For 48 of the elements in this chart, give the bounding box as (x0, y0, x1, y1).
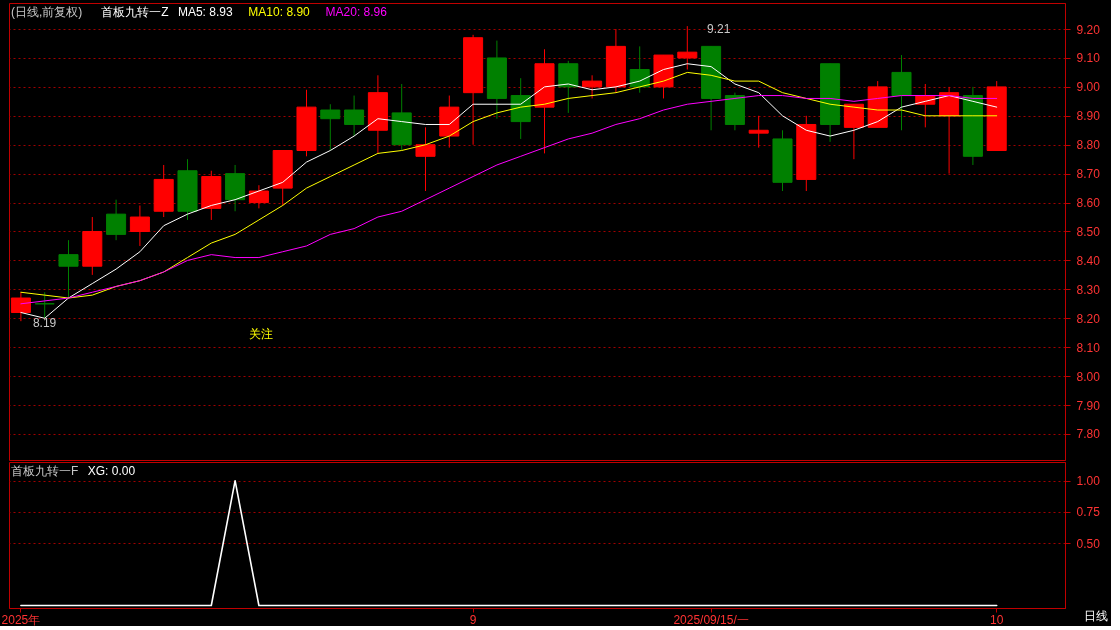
candlestick (582, 74, 603, 99)
y-tick-label: 8.70 (1076, 167, 1101, 182)
y-tick-label: 8.10 (1076, 340, 1101, 355)
y-tick-label: 8.50 (1076, 225, 1101, 239)
y-tick-label: 7.80 (1076, 427, 1101, 442)
text: MA10: 8.90 (248, 5, 311, 19)
chart-title: 首板九转一F (11, 464, 79, 478)
candlestick (248, 184, 269, 209)
annotation: 关注 (249, 327, 273, 341)
candlestick (677, 25, 698, 71)
text: MA5: 8.93 (177, 5, 233, 19)
x-tick-label: 2025/09/15/一 (673, 612, 749, 627)
y-tick-label: 8.20 (1076, 311, 1101, 326)
candlestick (106, 199, 127, 241)
y-tick-label: 9.00 (1076, 80, 1101, 95)
y-tick-label: 9.10 (1076, 51, 1101, 66)
y-tick-label: 7.90 (1076, 398, 1101, 413)
y-tick-label: 8.60 (1076, 196, 1101, 211)
y-tick-label: 8.30 (1076, 282, 1101, 297)
candlestick (843, 103, 864, 160)
y-tick-label: 8.90 (1076, 109, 1101, 124)
chart-subtitle: 首板九转一Z (101, 5, 169, 19)
candlestick (558, 60, 579, 114)
y-tick-label: 8.40 (1076, 253, 1101, 268)
candlestick (129, 204, 150, 247)
candlestick (58, 239, 79, 299)
y-tick-label: 0.50 (1076, 536, 1101, 551)
y-tick-label: 0.75 (1076, 505, 1101, 520)
y-tick-label: 1.00 (1076, 474, 1101, 489)
candlestick (891, 54, 912, 131)
text: 日线 (1084, 609, 1108, 623)
candlestick (320, 103, 341, 152)
candlestick (10, 291, 31, 322)
text: MA20: 8.96 (325, 5, 388, 19)
annotation: 9.21 (707, 22, 731, 36)
x-tick-label: 10 (990, 612, 1004, 627)
y-tick-label: 8.80 (1076, 138, 1101, 153)
chart-title: (日线,前复权) (11, 5, 83, 19)
candlestick (748, 115, 769, 149)
y-tick-label: 9.20 (1076, 22, 1101, 37)
annotation: 8.19 (32, 316, 57, 331)
text: XG: 0.00 (87, 464, 136, 478)
candlestick (415, 126, 436, 192)
x-tick-label: 2025年 (1, 612, 41, 627)
x-tick-label: 9 (469, 612, 477, 627)
y-tick-label: 8.00 (1076, 369, 1101, 384)
candlestick (344, 95, 365, 137)
candlestick (34, 291, 55, 319)
